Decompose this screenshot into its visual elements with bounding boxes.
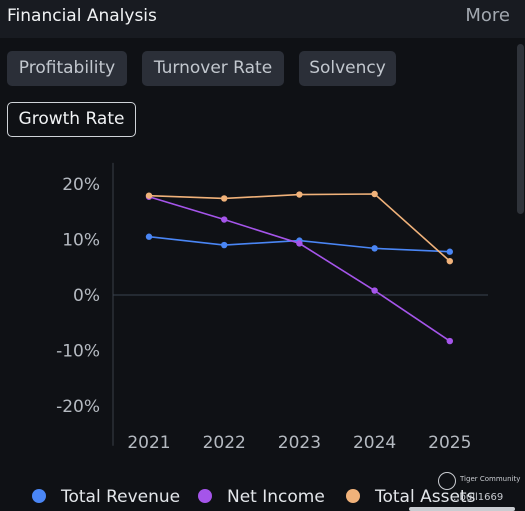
data-point-total-assets bbox=[446, 257, 453, 265]
legend-marker-total-revenue bbox=[32, 489, 46, 503]
data-point-total-revenue bbox=[145, 233, 153, 240]
data-point-net-income bbox=[371, 287, 378, 294]
x-tick-label: 2022 bbox=[203, 433, 246, 453]
watermark: Tiger Community ...bull1669 bbox=[438, 472, 523, 506]
y-tick-label: 10% bbox=[62, 231, 100, 251]
legend-label-net-income: Net Income bbox=[227, 487, 325, 507]
more-link[interactable]: More bbox=[465, 5, 510, 26]
data-point-net-income bbox=[221, 216, 228, 223]
data-point-total-assets bbox=[221, 195, 228, 202]
data-point-total-revenue bbox=[371, 245, 378, 252]
data-point-total-assets bbox=[296, 191, 303, 198]
watermark-user: ...bull1669 bbox=[450, 492, 504, 503]
data-point-total-revenue bbox=[446, 248, 453, 255]
tab-turnover-rate[interactable]: Turnover Rate bbox=[142, 51, 284, 86]
legend-marker-total-assets bbox=[346, 489, 360, 503]
y-tick-label: 0% bbox=[73, 286, 100, 306]
x-tick-label: 2021 bbox=[127, 433, 170, 453]
data-point-net-income bbox=[296, 240, 303, 247]
tab-solvency[interactable]: Solvency bbox=[299, 51, 396, 86]
data-point-net-income bbox=[446, 337, 453, 345]
series-line-net-income bbox=[148, 195, 451, 342]
data-point-total-revenue bbox=[221, 241, 228, 249]
vertical-scrollbar[interactable] bbox=[517, 44, 524, 214]
y-tick-label: -10% bbox=[56, 342, 100, 362]
data-point-total-assets bbox=[371, 190, 378, 198]
legend-label-total-revenue: Total Revenue bbox=[60, 487, 180, 507]
panel-title: Financial Analysis bbox=[7, 6, 157, 26]
x-tick-label: 2024 bbox=[353, 433, 396, 453]
legend-marker-net-income bbox=[198, 489, 212, 503]
y-tick-label: -20% bbox=[56, 397, 100, 417]
y-tick-label: 20% bbox=[62, 175, 100, 195]
series-line-total-assets bbox=[148, 193, 451, 262]
legend-label-total-assets: Total Assets bbox=[374, 487, 476, 507]
data-point-total-assets bbox=[145, 192, 153, 199]
tiger-logo-icon bbox=[438, 472, 456, 490]
x-tick-label: 2025 bbox=[428, 433, 471, 453]
horizontal-scrollbar[interactable] bbox=[409, 507, 515, 511]
panel-header: Financial Analysis More bbox=[0, 0, 525, 38]
tab-growth-rate[interactable]: Growth Rate bbox=[7, 102, 136, 137]
tab-profitability[interactable]: Profitability bbox=[7, 51, 127, 86]
watermark-brand: Tiger Community bbox=[460, 475, 521, 483]
x-tick-label: 2023 bbox=[278, 433, 321, 453]
